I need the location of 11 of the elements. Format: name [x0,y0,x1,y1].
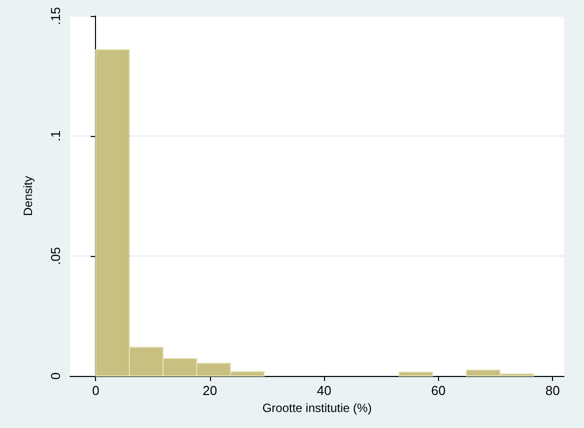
x-tick-label: 0 [92,383,100,398]
x-tick-label: 40 [316,383,332,398]
x-tick-label: 20 [202,383,218,398]
y-tick-label: .1 [48,130,63,142]
x-axis-title: Grootte institutie (%) [262,400,372,415]
x-tick-label: 80 [545,383,560,398]
y-axis-title: Density [21,176,35,216]
y-tick-label: .05 [48,246,63,266]
x-tick-label: 60 [431,383,446,398]
y-tick-label: .15 [48,6,63,26]
y-tick-label: 0 [48,372,63,380]
